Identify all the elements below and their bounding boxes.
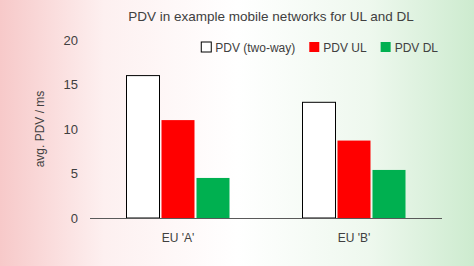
legend-item: PDV DL	[381, 41, 439, 55]
bar	[127, 76, 160, 218]
legend: PDV (two-way) PDV UL PDV DL	[201, 41, 438, 55]
legend-label: PDV (two-way)	[215, 41, 295, 55]
y-tick-label: 15	[64, 77, 78, 92]
y-axis-label: avg. PDV / ms	[33, 91, 47, 168]
y-tick-label: 5	[71, 166, 78, 181]
bars	[127, 76, 406, 218]
x-axis	[90, 218, 442, 219]
legend-swatch	[381, 42, 391, 52]
y-tick-label: 0	[71, 211, 78, 226]
bar	[373, 170, 406, 218]
x-tick-label: EU 'A'	[162, 231, 195, 245]
chart-root: PDV in example mobile networks for UL an…	[0, 0, 474, 266]
legend-swatch	[309, 42, 319, 52]
y-tick-label: 20	[64, 33, 78, 48]
background	[0, 0, 474, 266]
legend-item: PDV (two-way)	[201, 41, 295, 55]
bar	[162, 120, 195, 218]
chart-svg: PDV in example mobile networks for UL an…	[0, 0, 474, 266]
bar	[197, 178, 230, 218]
y-tick-label: 10	[64, 122, 78, 137]
legend-label: PDV DL	[395, 41, 439, 55]
legend-item: PDV UL	[309, 41, 367, 55]
x-tick-label: EU 'B'	[338, 231, 371, 245]
bar	[338, 141, 371, 218]
title: PDV in example mobile networks for UL an…	[128, 9, 414, 24]
bar	[303, 102, 336, 218]
legend-label: PDV UL	[323, 41, 367, 55]
legend-swatch	[201, 42, 211, 52]
